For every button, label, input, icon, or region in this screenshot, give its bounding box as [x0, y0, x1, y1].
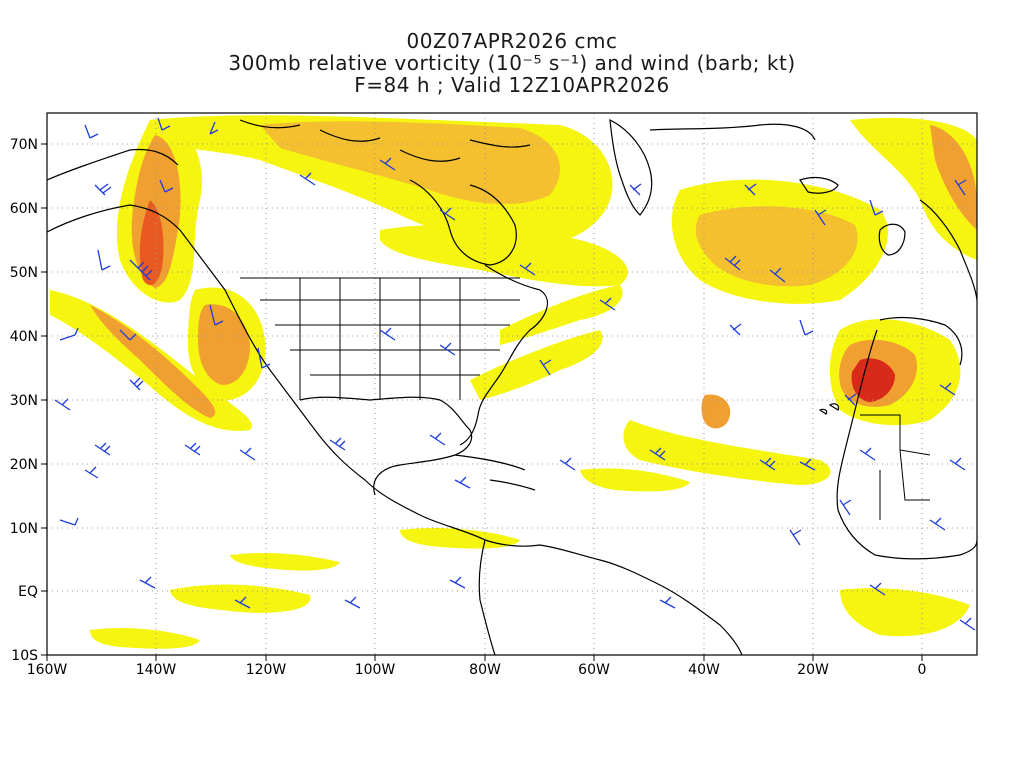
vorticity-region-quebec: [380, 224, 628, 287]
vorticity-region-tropic-5: [840, 588, 970, 637]
lon-label: 40W: [688, 662, 720, 678]
lat-label: 40N: [10, 329, 38, 345]
lon-label: 100W: [355, 662, 396, 678]
vorticity-region-morocco-core: [851, 358, 895, 402]
vorticity-region-tropic-3: [230, 552, 340, 571]
chart-title-block: 00Z07APR2026 cmc 300mb relative vorticit…: [0, 30, 1024, 96]
lat-label: 10N: [10, 521, 38, 537]
lat-label: 20N: [10, 457, 38, 473]
lon-label: 160W: [27, 662, 68, 678]
longitude-labels: 160W 140W 120W 100W 80W 60W 40W 20W 0: [27, 662, 927, 678]
lat-label: 50N: [10, 265, 38, 281]
political-boundaries: [240, 277, 931, 520]
vorticity-fill-layer: [50, 115, 977, 649]
tick-marks: [41, 143, 923, 661]
lon-label: 140W: [136, 662, 177, 678]
latitude-labels: 70N 60N 50N 40N 30N 20N 10N EQ 10S: [10, 137, 38, 664]
lon-label: 120W: [246, 662, 287, 678]
vorticity-region-west-atlantic: [470, 330, 603, 400]
map-frame: [46, 112, 978, 656]
coastlines: [47, 118, 977, 655]
vorticity-region-pacific-band-core: [90, 305, 216, 418]
wind-barbs: [54, 117, 976, 631]
lon-label: 0: [918, 662, 927, 678]
title-valid: F=84 h ; Valid 12Z10APR2026: [354, 73, 670, 97]
lon-label: 60W: [578, 662, 610, 678]
vorticity-region-tropic-2: [90, 628, 200, 649]
vorticity-region-california-core: [198, 304, 250, 385]
lat-label: 30N: [10, 393, 38, 409]
lon-label: 80W: [469, 662, 501, 678]
vorticity-region-tropic-4: [400, 528, 520, 549]
vorticity-region-ne-us: [500, 285, 623, 345]
lat-label: 60N: [10, 201, 38, 217]
vorticity-region-subtropical-atlantic: [623, 420, 831, 485]
grid-lines: [47, 113, 977, 655]
vorticity-region-alaska-core: [139, 200, 164, 286]
lat-label: EQ: [18, 584, 38, 600]
title-field: 300mb relative vorticity (10⁻⁵ s⁻¹) and …: [228, 51, 796, 75]
vorticity-region-eddy: [701, 394, 731, 429]
lat-label: 70N: [10, 137, 38, 153]
vorticity-region-tropic-6: [580, 468, 690, 492]
lon-label: 20W: [797, 662, 829, 678]
lat-label: 10S: [11, 648, 38, 664]
title-run: 00Z07APR2026 cmc: [406, 29, 618, 53]
vorticity-region-europe-north-core: [930, 125, 977, 230]
vorticity-region-tropic-1: [170, 584, 311, 613]
